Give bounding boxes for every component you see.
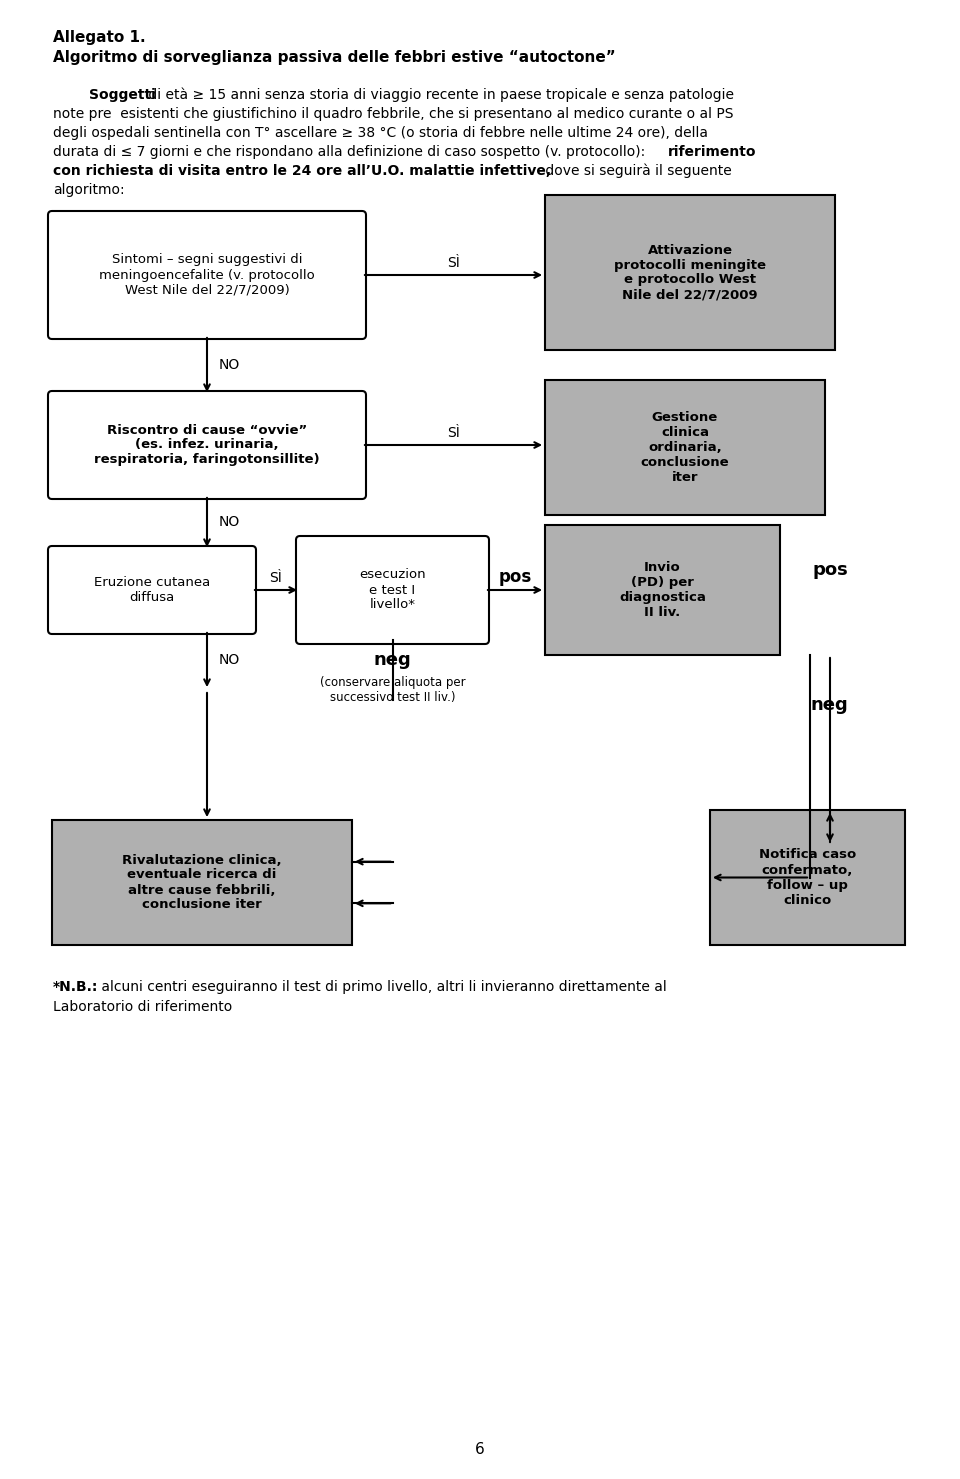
Text: con richiesta di visita entro le 24 ore all’U.O. malattie infettive,: con richiesta di visita entro le 24 ore … bbox=[53, 164, 551, 177]
Text: Sintomi – segni suggestivi di
meningoencefalite (v. protocollo
West Nile del 22/: Sintomi – segni suggestivi di meningoenc… bbox=[99, 253, 315, 296]
Text: Riscontro di cause “ovvie”
(es. infez. urinaria,
respiratoria, faringotonsillite: Riscontro di cause “ovvie” (es. infez. u… bbox=[94, 423, 320, 466]
Text: riferimento: riferimento bbox=[668, 145, 756, 160]
Text: Laboratorio di riferimento: Laboratorio di riferimento bbox=[53, 1000, 232, 1015]
FancyBboxPatch shape bbox=[545, 195, 835, 351]
Text: (conservare aliquota per
successivo test II liv.): (conservare aliquota per successivo test… bbox=[320, 676, 466, 704]
Text: NO: NO bbox=[218, 358, 240, 373]
Text: SÌ: SÌ bbox=[270, 571, 282, 586]
FancyBboxPatch shape bbox=[710, 810, 905, 945]
Text: Notifica caso
confermato,
follow – up
clinico: Notifica caso confermato, follow – up cl… bbox=[758, 849, 856, 907]
Text: Gestione
clinica
ordinaria,
conclusione
iter: Gestione clinica ordinaria, conclusione … bbox=[640, 411, 730, 484]
Text: 6: 6 bbox=[475, 1442, 485, 1457]
Text: NO: NO bbox=[218, 515, 240, 529]
FancyBboxPatch shape bbox=[545, 525, 780, 655]
Text: *N.B.:: *N.B.: bbox=[53, 981, 98, 994]
Text: degli ospedali sentinella con T° ascellare ≥ 38 °C (o storia di febbre nelle ult: degli ospedali sentinella con T° ascella… bbox=[53, 126, 708, 141]
Text: alcuni centri eseguiranno il test di primo livello, altri li invieranno direttam: alcuni centri eseguiranno il test di pri… bbox=[97, 981, 667, 994]
Text: Eruzione cutanea
diffusa: Eruzione cutanea diffusa bbox=[94, 575, 210, 603]
Text: pos: pos bbox=[498, 568, 532, 586]
Text: neg: neg bbox=[373, 651, 412, 669]
Text: durata di ≤ 7 giorni e che rispondano alla definizione di caso sospetto (v. prot: durata di ≤ 7 giorni e che rispondano al… bbox=[53, 145, 650, 160]
Text: Algoritmo di sorveglianza passiva delle febbri estive “autoctone”: Algoritmo di sorveglianza passiva delle … bbox=[53, 50, 615, 65]
FancyBboxPatch shape bbox=[545, 380, 825, 515]
Text: algoritmo:: algoritmo: bbox=[53, 183, 125, 197]
Text: Invio
(PD) per
diagnostica
II liv.: Invio (PD) per diagnostica II liv. bbox=[619, 561, 706, 620]
Text: SÌ: SÌ bbox=[447, 256, 460, 271]
Text: NO: NO bbox=[218, 654, 240, 667]
FancyBboxPatch shape bbox=[48, 546, 256, 634]
FancyBboxPatch shape bbox=[48, 390, 366, 498]
Text: esecuzion
e test I
livello*: esecuzion e test I livello* bbox=[359, 568, 426, 611]
Text: di età ≥ 15 anni senza storia di viaggio recente in paese tropicale e senza pato: di età ≥ 15 anni senza storia di viaggio… bbox=[144, 87, 734, 102]
Text: Rivalutazione clinica,
eventuale ricerca di
altre cause febbrili,
conclusione it: Rivalutazione clinica, eventuale ricerca… bbox=[122, 853, 282, 911]
Text: Allegato 1.: Allegato 1. bbox=[53, 30, 146, 44]
Text: dove si seguirà il seguente: dove si seguirà il seguente bbox=[541, 164, 732, 179]
Text: SÌ: SÌ bbox=[447, 426, 460, 439]
Text: pos: pos bbox=[812, 561, 848, 578]
Text: note pre  esistenti che giustifichino il quadro febbrile, che si presentano al m: note pre esistenti che giustifichino il … bbox=[53, 106, 733, 121]
Text: Soggetti: Soggetti bbox=[89, 87, 156, 102]
Text: Attivazione
protocolli meningite
e protocollo West
Nile del 22/7/2009: Attivazione protocolli meningite e proto… bbox=[614, 244, 766, 302]
Text: neg: neg bbox=[810, 697, 848, 714]
FancyBboxPatch shape bbox=[52, 819, 352, 945]
FancyBboxPatch shape bbox=[48, 211, 366, 339]
FancyBboxPatch shape bbox=[296, 535, 489, 643]
